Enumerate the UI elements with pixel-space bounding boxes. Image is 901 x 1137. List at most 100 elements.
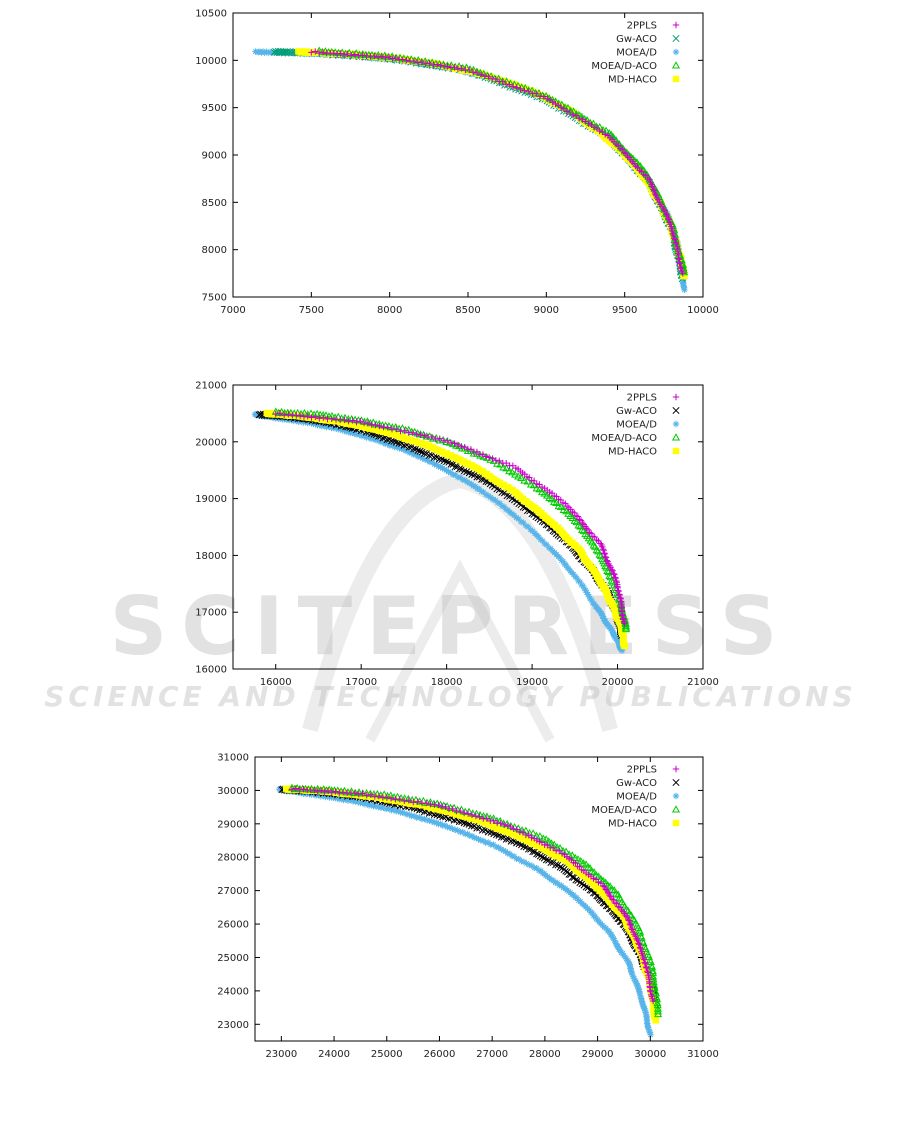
y-tick-label: 20000 bbox=[195, 437, 227, 448]
y-tick-label: 9000 bbox=[202, 151, 227, 162]
point bbox=[468, 811, 476, 819]
point bbox=[648, 968, 658, 977]
point bbox=[314, 787, 321, 795]
point bbox=[597, 540, 604, 547]
point bbox=[609, 567, 616, 574]
point bbox=[473, 69, 481, 77]
point bbox=[361, 801, 369, 808]
point bbox=[383, 435, 391, 444]
point bbox=[340, 51, 348, 58]
point bbox=[485, 454, 493, 461]
point bbox=[266, 48, 274, 56]
legend-label: MOEA/D-ACO bbox=[591, 805, 657, 816]
point bbox=[351, 430, 358, 438]
point bbox=[428, 433, 436, 441]
point bbox=[483, 815, 491, 822]
legend-marker bbox=[671, 433, 681, 441]
legend-marker bbox=[672, 21, 680, 29]
point bbox=[625, 958, 632, 965]
point bbox=[552, 861, 560, 869]
point bbox=[575, 577, 582, 585]
point bbox=[651, 190, 659, 198]
point bbox=[543, 541, 551, 548]
point bbox=[518, 857, 525, 865]
point bbox=[383, 794, 391, 801]
point bbox=[586, 906, 593, 913]
point bbox=[364, 419, 372, 427]
point bbox=[576, 578, 584, 586]
point bbox=[311, 786, 318, 794]
point bbox=[436, 435, 443, 442]
point bbox=[630, 975, 638, 982]
point bbox=[533, 850, 541, 858]
legend-marker bbox=[672, 406, 680, 415]
point bbox=[646, 1029, 654, 1036]
point bbox=[339, 789, 347, 796]
point bbox=[464, 478, 471, 486]
legend-label: MD-HACO bbox=[608, 75, 657, 86]
point bbox=[454, 441, 462, 449]
point bbox=[587, 867, 597, 875]
point bbox=[520, 519, 527, 526]
point bbox=[443, 458, 451, 466]
point bbox=[395, 53, 405, 61]
point bbox=[482, 453, 490, 460]
point bbox=[560, 105, 568, 112]
point bbox=[576, 115, 583, 122]
point bbox=[401, 810, 409, 817]
point bbox=[577, 517, 585, 524]
point bbox=[610, 896, 617, 904]
point bbox=[676, 260, 684, 268]
point bbox=[670, 231, 677, 239]
legend-label: 2PPLS bbox=[627, 21, 657, 32]
point bbox=[365, 802, 373, 809]
point bbox=[603, 557, 610, 564]
y-tick-label: 30000 bbox=[217, 786, 249, 797]
point bbox=[615, 588, 622, 595]
point bbox=[523, 477, 532, 485]
point bbox=[632, 932, 639, 940]
point bbox=[447, 460, 455, 468]
legend-label: MOEA/D-ACO bbox=[591, 61, 657, 72]
y-tick-label: 29000 bbox=[217, 819, 249, 830]
point bbox=[559, 558, 567, 565]
point bbox=[450, 816, 458, 824]
series-moea-d bbox=[251, 411, 626, 654]
point bbox=[618, 646, 625, 653]
point bbox=[316, 415, 323, 422]
point bbox=[608, 895, 616, 903]
legend-marker bbox=[671, 805, 681, 813]
legend-marker bbox=[672, 75, 680, 83]
point bbox=[528, 834, 535, 841]
y-tick-label: 31000 bbox=[217, 753, 249, 764]
point bbox=[374, 53, 382, 61]
point bbox=[509, 83, 517, 90]
point bbox=[373, 436, 381, 444]
x-tick-label: 8000 bbox=[377, 305, 402, 316]
point bbox=[449, 805, 456, 813]
point bbox=[472, 812, 480, 820]
point bbox=[616, 946, 624, 954]
point bbox=[467, 822, 476, 830]
point bbox=[499, 78, 506, 85]
point bbox=[638, 998, 646, 1006]
point bbox=[492, 75, 499, 83]
point bbox=[653, 1007, 663, 1015]
point bbox=[475, 835, 482, 843]
point bbox=[525, 523, 532, 531]
point bbox=[348, 52, 355, 59]
point bbox=[506, 81, 513, 88]
point bbox=[459, 476, 466, 483]
point bbox=[517, 85, 524, 93]
point bbox=[445, 468, 452, 476]
point bbox=[630, 973, 637, 980]
x-tick-label: 9500 bbox=[612, 305, 637, 316]
point bbox=[641, 959, 648, 966]
series-2ppls bbox=[308, 48, 686, 277]
point bbox=[455, 465, 464, 473]
point bbox=[652, 191, 660, 199]
point bbox=[535, 533, 542, 541]
point bbox=[635, 940, 642, 947]
point bbox=[599, 128, 606, 135]
point bbox=[608, 931, 615, 939]
